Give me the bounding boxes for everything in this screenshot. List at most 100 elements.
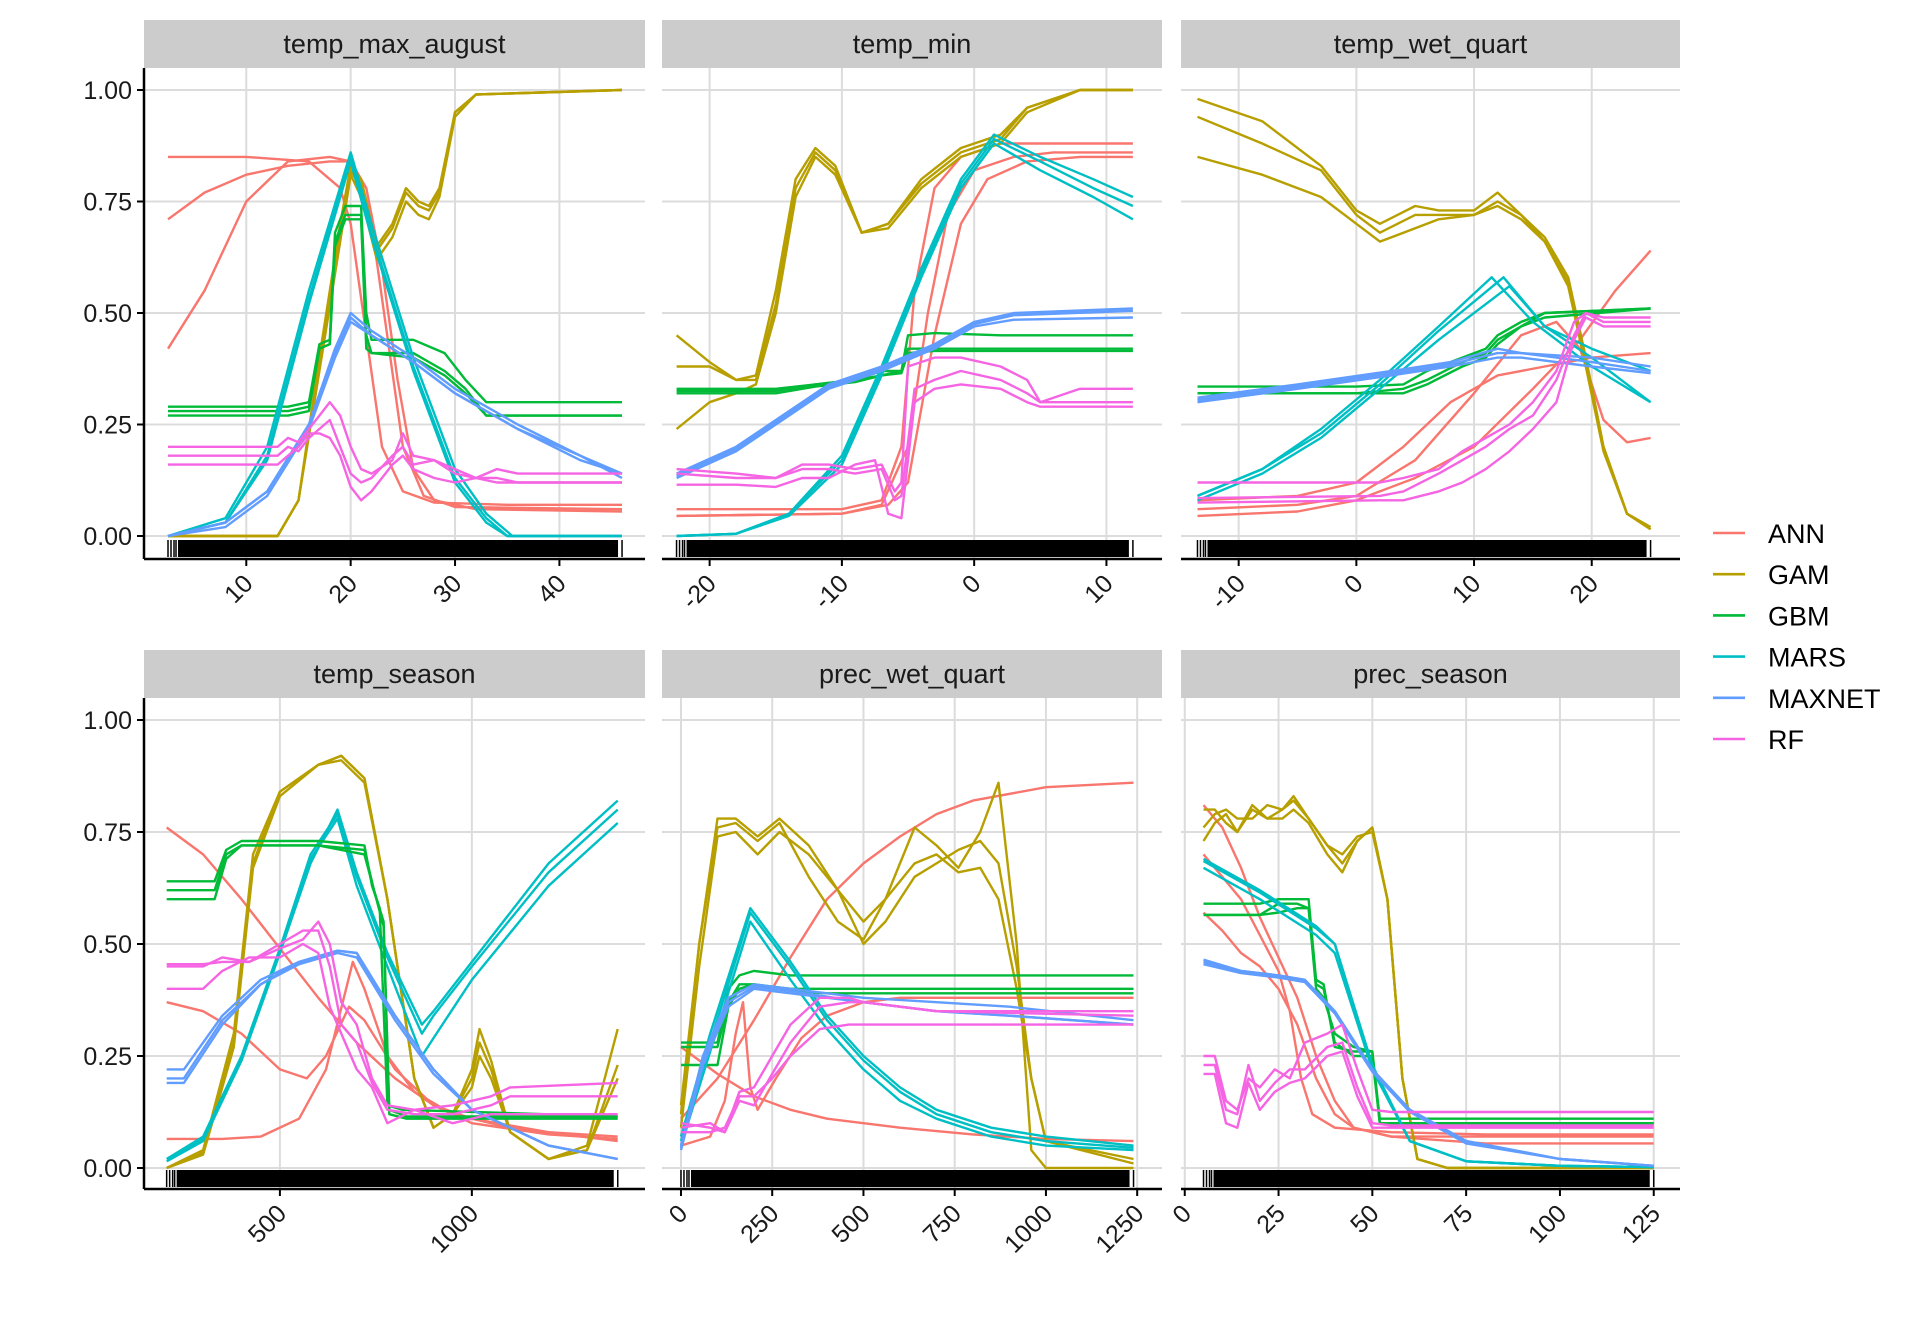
curve-ann-2	[166, 1001, 618, 1141]
y-tick-label: 0.00	[83, 1155, 132, 1183]
facet-strip	[1181, 20, 1680, 68]
curve-maxnet-1	[676, 307, 1133, 475]
legend-label: RF	[1768, 725, 1804, 755]
curve-gam-3	[168, 88, 623, 538]
curve-mars-1	[679, 907, 1134, 1147]
y-tick-label: 0.50	[83, 931, 132, 959]
legend-item-rf: RF	[1713, 725, 1804, 755]
facet-strip	[1181, 650, 1680, 698]
curve-mars-1	[167, 151, 622, 538]
curve-maxnet-2	[676, 309, 1133, 477]
curve-gbm-1	[681, 969, 1134, 1044]
legend-label: ANN	[1768, 519, 1825, 549]
curve-mars-2	[1197, 276, 1652, 498]
curve-gbm-3	[166, 844, 618, 1120]
facet-title: prec_season	[1353, 659, 1508, 689]
facet-strip	[662, 20, 1162, 68]
rug	[165, 1170, 619, 1187]
curves	[675, 88, 1134, 538]
rug-band	[178, 540, 619, 557]
curve-rf-3	[168, 432, 622, 502]
curve-mars-1	[1197, 276, 1652, 498]
curve-rf-3	[166, 942, 618, 1125]
curve-maxnet-2	[1197, 351, 1651, 402]
curve-maxnet-3	[1203, 963, 1654, 1167]
curve-ann-1	[676, 142, 1133, 511]
curve-ann-1	[1197, 320, 1651, 511]
rug	[680, 1170, 1135, 1187]
curve-gam-2	[1197, 115, 1652, 531]
y-tick-label: 0.25	[83, 412, 132, 440]
curve-ann-2	[1197, 249, 1652, 518]
curve-gam-2	[679, 817, 1134, 1165]
legend-item-mars: MARS	[1713, 643, 1846, 673]
legend-item-gam: GAM	[1713, 560, 1830, 590]
curve-rf-2	[168, 418, 622, 484]
curve-maxnet-3	[676, 316, 1133, 480]
y-tick-label: 0.50	[83, 300, 132, 328]
curve-rf-1	[1203, 1023, 1654, 1114]
curve-mars-3	[679, 920, 1134, 1152]
legend-item-gbm: GBM	[1713, 601, 1830, 631]
y-tick-label: 0.00	[83, 523, 132, 551]
curve-mars-3	[166, 817, 619, 1161]
curve-maxnet-3	[167, 320, 623, 538]
facet-title: temp_wet_quart	[1334, 29, 1528, 59]
curve-rf-2	[676, 369, 1133, 502]
rug-band	[686, 540, 1129, 557]
legend-item-maxnet: MAXNET	[1713, 684, 1881, 714]
curve-mars-2	[679, 911, 1134, 1149]
curve-gbm-3	[676, 349, 1133, 395]
legend-label: GAM	[1768, 560, 1830, 590]
curves	[166, 88, 623, 538]
curve-gbm-3	[168, 218, 622, 417]
rug	[167, 540, 623, 557]
curve-maxnet-1	[1197, 347, 1651, 399]
y-tick-label: 0.75	[83, 819, 132, 847]
curve-maxnet-3	[1197, 356, 1651, 404]
curve-maxnet-1	[679, 983, 1134, 1146]
rug-band	[1207, 540, 1647, 557]
curve-gam-3	[1197, 155, 1652, 531]
curve-mars-3	[1197, 285, 1652, 502]
rug-band	[176, 1170, 614, 1187]
curve-rf-2	[1203, 1041, 1654, 1127]
curve-ann-1	[680, 781, 1134, 1120]
curve-rf-3	[1197, 316, 1651, 504]
curve-mars-3	[676, 142, 1134, 538]
facet-title: temp_min	[853, 29, 972, 59]
legend-label: GBM	[1768, 601, 1830, 631]
curve-mars-2	[676, 137, 1134, 538]
curves	[165, 754, 619, 1170]
legend-item-ann: ANN	[1713, 519, 1825, 549]
curve-ann-3	[167, 160, 623, 513]
rug	[1196, 540, 1652, 557]
curve-gam-3	[166, 759, 619, 1170]
grid	[1181, 698, 1680, 1189]
facet-title: temp_season	[313, 659, 475, 689]
curve-rf-3	[676, 383, 1133, 520]
curve-gbm-2	[681, 983, 1134, 1049]
facet-strip	[662, 650, 1162, 698]
legend-label: MARS	[1768, 643, 1846, 673]
curve-ann-3	[676, 155, 1133, 518]
curve-rf-2	[680, 1001, 1134, 1134]
curve-rf-2	[1197, 311, 1651, 500]
rug-band	[1213, 1170, 1650, 1187]
curves	[679, 781, 1134, 1170]
y-tick-label: 1.00	[83, 77, 132, 105]
curve-ann-3	[1202, 911, 1654, 1138]
curve-mars-2	[166, 808, 619, 1161]
curve-rf-1	[676, 356, 1133, 493]
legend: ANN GAM GBM MARS MAXNET RF	[1713, 519, 1881, 755]
facet-strip	[144, 20, 645, 68]
curve-rf-1	[166, 920, 618, 1111]
curve-rf-3	[1203, 1050, 1654, 1129]
rug	[675, 540, 1134, 557]
curves	[1197, 97, 1652, 531]
curve-mars-3	[167, 160, 622, 538]
curve-rf-3	[681, 1023, 1134, 1134]
